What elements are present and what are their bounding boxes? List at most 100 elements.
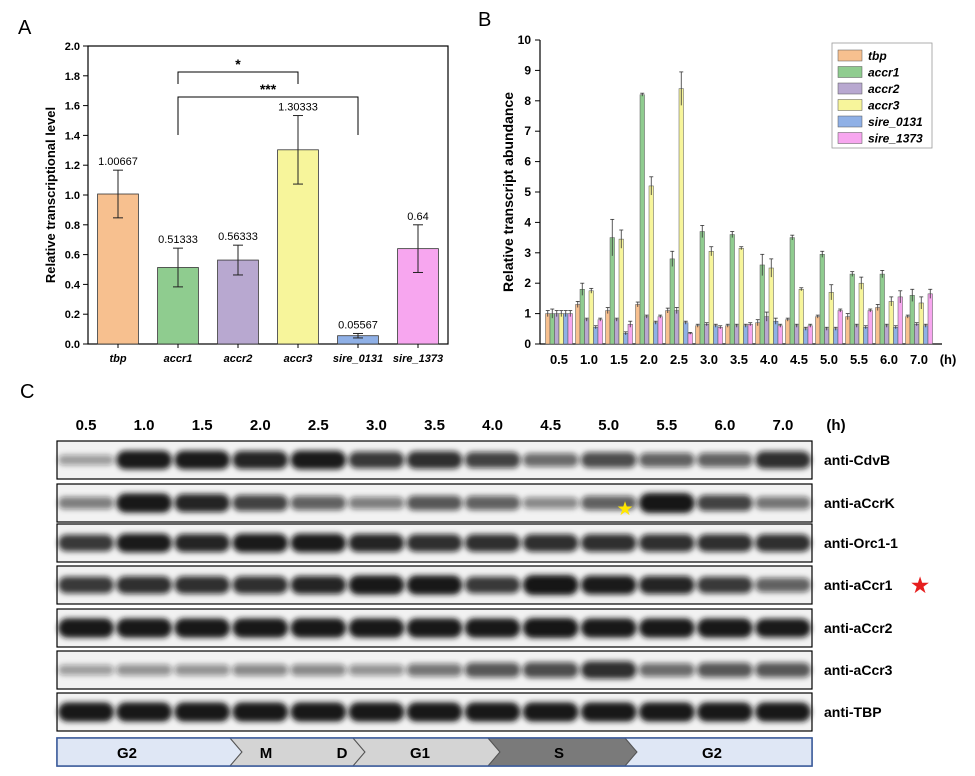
c-blot-band xyxy=(755,702,811,722)
c-blot-band xyxy=(580,661,637,679)
c-blot-row xyxy=(56,483,813,523)
a-category-label: sire_1373 xyxy=(393,353,443,365)
c-blot-band xyxy=(348,451,405,469)
b-bar-accr3 xyxy=(858,282,864,345)
c-antibody-label: anti-aCcr1 xyxy=(824,577,893,593)
c-blot-band xyxy=(116,533,172,553)
c-blot-band xyxy=(232,702,289,722)
c-blot-row xyxy=(56,608,813,648)
c-blot-band xyxy=(348,702,405,722)
c-blot-band xyxy=(464,662,521,678)
b-bar-accr3 xyxy=(678,88,684,345)
b-bar-accr2 xyxy=(674,310,680,345)
b-bar-sire_1373 xyxy=(807,325,813,345)
b-bar-sire_0131 xyxy=(833,328,839,345)
b-bar-accr1 xyxy=(699,231,705,345)
b-bar-accr1 xyxy=(819,254,825,345)
c-blot-band xyxy=(638,452,695,468)
a-value-label: 0.51333 xyxy=(158,234,198,246)
c-blot-band xyxy=(58,702,114,722)
b-legend-label: accr2 xyxy=(868,82,900,96)
c-blot-band xyxy=(580,452,637,468)
b-xtick-label: 3.0 xyxy=(700,352,718,367)
c-timepoint-label: 0.5 xyxy=(76,417,97,434)
c-blot-band xyxy=(638,663,695,677)
b-bar-sire_0131 xyxy=(863,327,869,345)
c-timepoint-label: 4.0 xyxy=(482,417,503,434)
c-blot-band xyxy=(638,702,695,722)
b-ytick-label: 10 xyxy=(518,33,532,47)
c-timepoint-label: 3.5 xyxy=(424,417,445,434)
a-ytick-label: 1.6 xyxy=(65,101,80,113)
c-blot-band xyxy=(58,454,114,466)
b-legend-swatch-tbp xyxy=(837,49,863,62)
a-significance-label: *** xyxy=(260,81,277,97)
b-bar-tbp xyxy=(635,304,641,345)
c-blot-band xyxy=(755,451,811,469)
b-ytick-label: 9 xyxy=(524,63,531,77)
b-bar-tbp xyxy=(785,319,791,345)
c-blot-band xyxy=(116,664,172,676)
c-blot-band xyxy=(348,496,405,510)
c-phase-label: M xyxy=(260,745,273,762)
b-bar-accr2 xyxy=(734,325,740,345)
c-blot-band xyxy=(755,577,811,593)
b-bar-accr2 xyxy=(554,313,560,345)
c-blot-band xyxy=(58,534,114,552)
c-antibody-label: anti-CdvB xyxy=(824,452,890,468)
b-bar-sire_0131 xyxy=(563,313,569,345)
b-bar-sire_0131 xyxy=(713,325,719,345)
c-blot-band xyxy=(464,576,521,594)
b-x-unit: (h) xyxy=(940,352,957,367)
b-bar-tbp xyxy=(605,310,611,345)
b-bar-tbp xyxy=(815,316,821,345)
c-blot-band xyxy=(464,451,521,469)
c-antibody-label: anti-Orc1-1 xyxy=(824,535,898,551)
c-blot-band xyxy=(174,533,231,553)
b-bar-accr3 xyxy=(588,290,594,345)
panel-a-label: A xyxy=(18,17,32,39)
b-bar-accr2 xyxy=(584,319,590,345)
c-blot-band xyxy=(755,534,811,552)
c-blot-band xyxy=(348,664,405,676)
b-y-axis-title: Relative transcript abundance xyxy=(500,92,516,292)
c-blot-band xyxy=(464,495,521,511)
c-blot-band xyxy=(116,618,172,638)
b-bar-sire_1373 xyxy=(927,293,933,345)
c-blot-band xyxy=(58,618,114,638)
b-bar-accr3 xyxy=(828,292,834,345)
c-blot-band xyxy=(174,450,231,470)
b-legend-label: accr1 xyxy=(868,66,900,80)
b-xtick-label: 5.5 xyxy=(850,352,868,367)
panel-b-chart: B 0 1 2 3 4 5 6 7 8 9 10 Relative transcript abunda… xyxy=(478,9,956,367)
b-bar-sire_1373 xyxy=(747,323,753,345)
c-blot-band xyxy=(755,618,811,638)
c-blot-band xyxy=(116,450,172,470)
panel-c-label: C xyxy=(20,381,34,403)
a-significance-bracket xyxy=(177,96,359,135)
c-blot-band xyxy=(174,702,231,722)
c-blot-band xyxy=(580,495,637,511)
c-blot-band xyxy=(522,618,579,638)
b-bar-sire_0131 xyxy=(923,325,929,345)
c-blot-band xyxy=(174,664,231,676)
a-significance-label: * xyxy=(235,56,241,72)
b-bar-accr1 xyxy=(759,264,765,345)
panel-b-label: B xyxy=(478,9,491,31)
b-bar-accr3 xyxy=(648,185,654,345)
c-blot-band xyxy=(290,575,347,595)
b-bar-accr2 xyxy=(704,323,710,345)
b-bar-sire_0131 xyxy=(683,322,689,345)
b-xtick-label: 7.0 xyxy=(910,352,928,367)
b-xtick-label: 2.5 xyxy=(670,352,688,367)
b-bar-accr2 xyxy=(824,328,830,345)
b-bar-accr1 xyxy=(639,94,645,345)
a-ytick-label: 0.6 xyxy=(65,250,80,262)
c-marker-star-icon: ★ xyxy=(910,572,931,598)
b-xtick-label: 2.0 xyxy=(640,352,658,367)
c-blot-band xyxy=(638,575,695,595)
b-bar-sire_0131 xyxy=(893,327,899,345)
b-bar-accr3 xyxy=(798,289,804,345)
c-blot-band xyxy=(58,576,114,594)
